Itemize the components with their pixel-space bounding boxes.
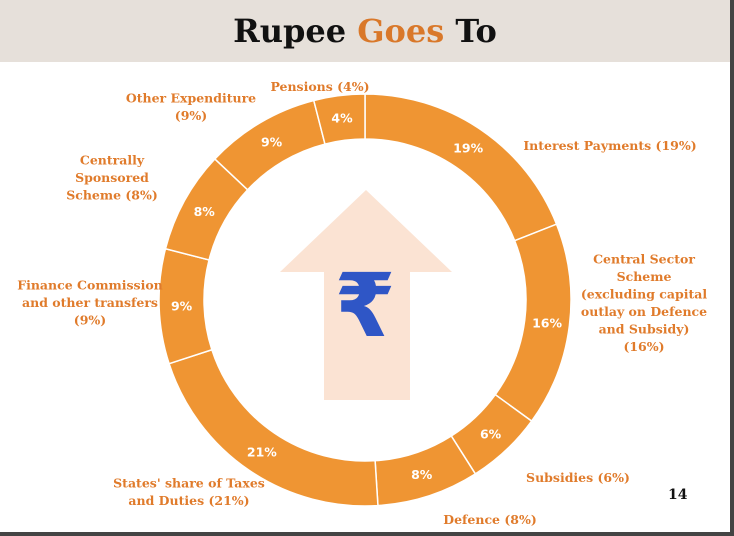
slice-category-label: States' share of Taxes and Duties (21%): [113, 475, 265, 508]
slice-category-label: Defence (8%): [443, 512, 537, 527]
slice-category-labels: Interest Payments (19%) Central Sector Sch…: [17, 79, 707, 527]
slice-category-label-line: Interest Payments (19%): [523, 138, 696, 153]
slice-category-label-line: Defence (8%): [443, 512, 537, 527]
page-number: 14: [668, 487, 688, 503]
slice-category-label: Centrally Sponsored Scheme (8%): [66, 153, 158, 203]
slice-value-label: 19%: [453, 141, 483, 156]
slice-value-label: 21%: [247, 444, 277, 459]
title-tail: To: [455, 12, 497, 50]
slice-category-label-line: Centrally: [80, 153, 145, 168]
slice-category-label-line: and Duties (21%): [128, 493, 249, 508]
slice-value-label: 9%: [261, 135, 283, 150]
slice-category-label-line: Subsidies (6%): [526, 470, 630, 485]
slice-category-label-line: (9%): [74, 313, 106, 328]
slice-category-label: Central Sector Scheme (excluding capital ou…: [581, 251, 708, 354]
slice-category-label-line: States' share of Taxes: [113, 475, 265, 490]
slice-category-label-line: outlay on Defence: [581, 304, 707, 319]
slice-value-labels: 19% 16% 6% 8% 21% 9% 8% 9% 4%: [171, 110, 563, 482]
slice-category-label: Subsidies (6%): [526, 470, 630, 485]
slice-category-label-line: Other Expenditure: [126, 90, 256, 105]
slice-value-label: 4%: [331, 110, 353, 125]
slice-category-label-line: and Subsidy): [599, 321, 690, 336]
slice-category-label-line: Scheme: [617, 269, 672, 284]
up-arrow-icon: [280, 190, 452, 400]
slice-category-label: Finance Commission and other transfers (9%…: [17, 278, 163, 328]
slice-category-label-line: Central Sector: [593, 251, 695, 266]
slice-category-label-line: Scheme (8%): [66, 188, 158, 203]
slice-value-label: 9%: [171, 298, 193, 313]
title-accent: Goes: [357, 12, 445, 50]
slice-value-label: 16%: [532, 315, 562, 330]
title-band: Rupee Goes To: [0, 0, 730, 62]
slice-value-label: 6%: [480, 426, 502, 441]
slice-category-label-line: Sponsored: [75, 170, 149, 185]
slice-category-label-line: Finance Commission: [17, 278, 163, 293]
donut-slices: [158, 93, 572, 507]
page-title: Rupee Goes To: [233, 12, 497, 50]
slice-category-label-line: Pensions (4%): [270, 79, 369, 94]
slice-category-label-line: and other transfers: [22, 295, 158, 310]
slice-value-label: 8%: [411, 467, 433, 482]
slice-category-label: Other Expenditure (9%): [126, 90, 256, 123]
slice-category-label-line: (9%): [175, 108, 207, 123]
slice-value-label: 8%: [194, 204, 216, 219]
slice-category-label: Pensions (4%): [270, 79, 369, 94]
donut-slice: [312, 93, 366, 145]
rupee-symbol-icon: ₹: [334, 254, 395, 357]
slice-category-label: Interest Payments (19%): [523, 138, 696, 153]
title-main: Rupee: [233, 12, 347, 50]
slice-category-label-line: (excluding capital: [581, 286, 708, 301]
slice-category-label-line: (16%): [623, 339, 664, 354]
